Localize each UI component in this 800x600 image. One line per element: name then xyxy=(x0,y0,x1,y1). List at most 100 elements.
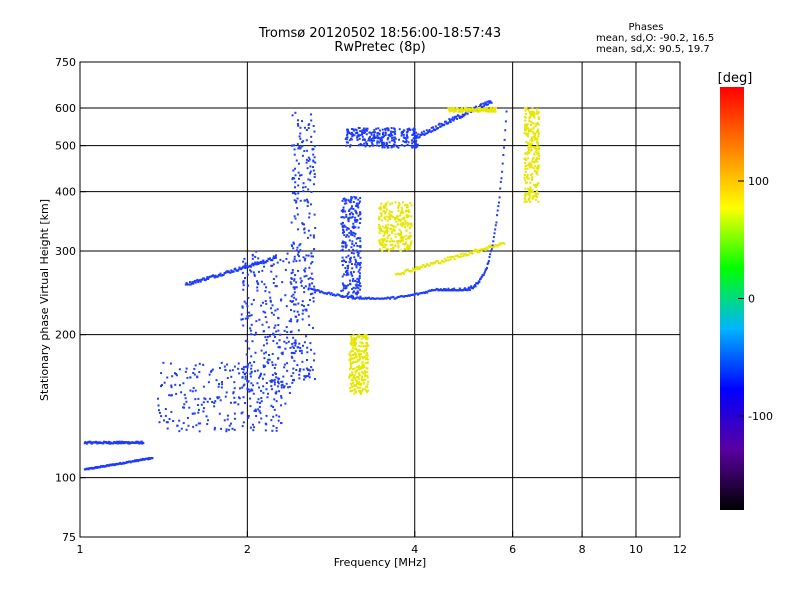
data-point xyxy=(349,282,352,285)
data-point xyxy=(226,363,229,366)
data-point xyxy=(344,225,347,228)
data-point xyxy=(355,360,358,363)
data-point xyxy=(241,305,244,308)
data-point xyxy=(352,222,355,225)
data-point xyxy=(382,131,385,134)
data-point xyxy=(356,366,359,369)
data-point xyxy=(361,388,364,391)
data-point xyxy=(457,108,460,111)
data-point xyxy=(198,362,201,365)
data-point xyxy=(409,201,412,204)
data-point xyxy=(353,219,356,222)
data-point xyxy=(376,132,379,135)
data-point xyxy=(353,290,356,293)
data-point xyxy=(286,362,289,365)
data-point xyxy=(379,205,382,208)
data-point xyxy=(351,371,354,374)
data-point xyxy=(340,295,343,298)
data-point xyxy=(379,212,382,215)
data-point xyxy=(178,419,181,422)
data-point xyxy=(307,229,310,232)
data-point xyxy=(295,281,298,284)
data-point xyxy=(299,243,302,246)
data-point xyxy=(205,415,208,418)
data-point xyxy=(412,132,415,135)
data-point xyxy=(189,283,192,286)
data-point xyxy=(354,216,357,219)
data-point xyxy=(347,217,350,220)
data-point xyxy=(362,372,365,375)
data-point xyxy=(313,378,316,381)
data-point xyxy=(307,368,310,371)
data-point xyxy=(301,344,304,347)
data-point xyxy=(357,198,360,201)
data-point xyxy=(537,111,540,114)
data-point xyxy=(233,381,236,384)
data-point xyxy=(355,204,358,207)
data-point xyxy=(537,123,540,126)
data-point xyxy=(392,247,395,250)
data-point xyxy=(295,200,298,203)
data-point xyxy=(242,284,245,287)
data-point xyxy=(387,127,390,130)
data-point xyxy=(174,372,177,375)
data-point xyxy=(349,368,352,371)
data-point xyxy=(297,255,300,258)
data-point xyxy=(424,265,427,268)
data-point xyxy=(157,404,160,407)
data-point xyxy=(361,379,364,382)
data-point xyxy=(358,211,361,214)
data-point xyxy=(451,288,454,291)
data-point xyxy=(276,385,279,388)
data-point xyxy=(399,236,402,239)
data-point xyxy=(535,130,538,133)
data-point xyxy=(348,295,351,298)
data-point xyxy=(530,164,533,167)
data-point xyxy=(359,250,362,253)
data-point xyxy=(533,116,536,119)
data-point xyxy=(399,295,402,298)
data-point xyxy=(286,331,289,334)
data-point xyxy=(486,107,489,110)
data-point xyxy=(408,211,411,214)
data-point xyxy=(392,145,395,148)
data-point xyxy=(380,228,383,231)
data-point xyxy=(245,371,248,374)
data-point xyxy=(490,107,493,110)
data-point xyxy=(180,391,183,394)
data-point xyxy=(494,224,497,227)
data-point xyxy=(345,235,348,238)
data-point xyxy=(298,377,301,380)
data-point xyxy=(274,309,277,312)
data-point xyxy=(237,367,240,370)
data-point xyxy=(385,204,388,207)
data-point xyxy=(291,381,294,384)
data-point xyxy=(529,194,532,197)
data-point xyxy=(345,256,348,259)
data-point xyxy=(370,141,373,144)
data-point xyxy=(427,290,430,293)
data-point xyxy=(260,349,263,352)
data-point xyxy=(197,411,200,414)
data-point xyxy=(342,245,345,248)
data-point xyxy=(376,141,379,144)
data-point xyxy=(305,309,308,312)
data-point xyxy=(449,119,452,122)
x-tick-label: 2 xyxy=(244,543,251,556)
data-point xyxy=(285,305,288,308)
data-point xyxy=(415,134,418,137)
data-point xyxy=(388,210,391,213)
data-point xyxy=(302,186,305,189)
data-point xyxy=(524,165,527,168)
data-point xyxy=(214,274,217,277)
data-point xyxy=(292,367,295,370)
data-point xyxy=(395,215,398,218)
data-point xyxy=(363,372,366,375)
data-point xyxy=(253,274,256,277)
data-point xyxy=(280,396,283,399)
data-point xyxy=(262,391,265,394)
data-point xyxy=(268,358,271,361)
data-point xyxy=(249,329,252,332)
data-point xyxy=(484,108,487,111)
data-point xyxy=(191,412,194,415)
